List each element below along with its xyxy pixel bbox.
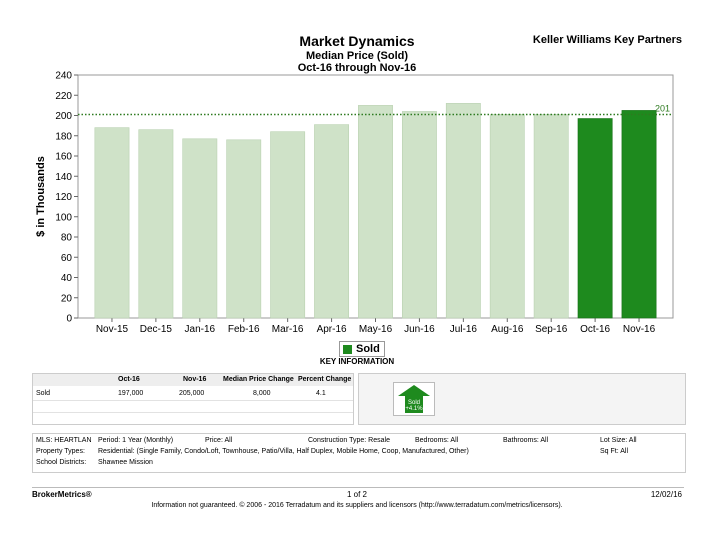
indicator-label: Sold xyxy=(408,400,420,406)
cell-price-change: 8,000 xyxy=(253,390,271,397)
footer-divider xyxy=(32,487,684,488)
filter-bathrooms: Bathrooms: All xyxy=(503,437,549,444)
bar-dec-15 xyxy=(138,129,174,319)
x-tick-label: Oct-16 xyxy=(580,324,610,335)
change-indicator: Sold +4.1% xyxy=(393,382,435,416)
bar-nov-16 xyxy=(621,110,657,319)
cell-percent-change: 4.1 xyxy=(316,390,326,397)
filter-school-label: School Districts: xyxy=(36,459,87,466)
bar-jan-16 xyxy=(182,138,218,319)
table-divider xyxy=(33,412,353,413)
x-tick-label: May-16 xyxy=(359,324,393,335)
y-tick-label: 220 xyxy=(55,91,72,102)
filter-period: Period: 1 Year (Monthly) xyxy=(98,437,174,444)
x-tick-label: Nov-16 xyxy=(623,324,656,335)
x-tick-label: Sep-16 xyxy=(535,324,568,335)
bar-chart: 0 20 40 60 80 100 120 140 160 180 200 220 240 $ in Th… xyxy=(35,71,674,335)
key-info-heading: KEY INFORMATION xyxy=(319,357,395,366)
y-axis-label: $ in Thousands xyxy=(35,156,47,237)
change-indicator-panel: Sold +4.1% xyxy=(358,373,686,425)
y-tick-label: 180 xyxy=(55,131,72,142)
col-header-percent-change: Percent Change xyxy=(298,376,352,383)
indicator-change: +4.1% xyxy=(405,406,423,412)
col-header-nov: Nov-16 xyxy=(183,376,207,383)
y-tick-label: 0 xyxy=(66,314,72,325)
legend-label: Sold xyxy=(356,343,380,355)
x-tick-label: Jun-16 xyxy=(404,324,435,335)
y-tick-label: 160 xyxy=(55,152,72,163)
y-tick-label: 40 xyxy=(61,273,73,284)
bar-sep-16 xyxy=(533,114,569,319)
footer-product-name: BrokerMetrics® xyxy=(32,490,92,499)
key-info-table: Oct-16 Nov-16 Median Price Change Percen… xyxy=(32,373,354,425)
up-arrow-icon: Sold +4.1% xyxy=(398,385,430,413)
y-tick-label: 200 xyxy=(55,111,72,122)
filter-bedrooms: Bedrooms: All xyxy=(415,437,459,444)
x-tick-label: Aug-16 xyxy=(491,324,524,335)
chart-legend: Sold xyxy=(339,341,385,357)
bar-feb-16 xyxy=(226,139,262,319)
x-tick-label: Dec-15 xyxy=(140,324,173,335)
cell-nov-value: 205,000 xyxy=(179,390,205,397)
y-tick-label: 120 xyxy=(55,192,72,203)
chart-date-range: Oct-16 through Nov-16 xyxy=(297,62,417,74)
filter-property-types: Residential: (Single Family, Condo/Loft,… xyxy=(98,448,469,455)
table-divider xyxy=(33,400,353,401)
y-tick-label: 60 xyxy=(61,253,73,264)
filter-lot-size: Lot Size: All xyxy=(600,437,637,444)
y-tick-label: 140 xyxy=(55,172,72,183)
x-tick-label: Nov-15 xyxy=(96,324,129,335)
y-tick-label: 240 xyxy=(55,71,72,82)
disclaimer: Information not guaranteed. © 2006 - 201… xyxy=(151,502,563,509)
y-tick-label: 20 xyxy=(61,293,73,304)
chart-title: Market Dynamics xyxy=(299,33,415,49)
bar-mar-16 xyxy=(270,131,306,319)
filter-school: Shawnee Mission xyxy=(98,459,153,466)
x-tick-label: Feb-16 xyxy=(228,324,260,335)
col-header-price-change: Median Price Change xyxy=(223,376,294,383)
bar-jul-16 xyxy=(445,103,481,319)
filter-construction: Construction Type: Resale xyxy=(308,437,390,444)
x-tick-label: Jan-16 xyxy=(185,324,216,335)
report-filters: MLS: HEARTLAN Period: 1 Year (Monthly) P… xyxy=(32,433,686,473)
brand-name: Keller Williams Key Partners xyxy=(532,34,682,46)
chart-subtitle: Median Price (Sold) xyxy=(305,50,409,62)
bar-oct-16 xyxy=(577,118,613,319)
filter-price: Price: All xyxy=(205,437,233,444)
y-tick-label: 100 xyxy=(55,212,72,223)
reference-line-label: 201 xyxy=(655,103,670,113)
report-date: 12/02/16 xyxy=(650,490,682,499)
filter-sqft: Sq Ft: All xyxy=(600,448,629,455)
x-tick-label: Jul-16 xyxy=(450,324,478,335)
table-header xyxy=(33,374,353,386)
cell-oct-value: 197,000 xyxy=(118,390,144,397)
bar-apr-16 xyxy=(314,124,350,319)
x-tick-label: Mar-16 xyxy=(272,324,304,335)
y-tick-label: 80 xyxy=(61,233,73,244)
bar-nov-15 xyxy=(94,127,130,319)
bar-may-16 xyxy=(358,105,393,319)
page-number: 1 of 2 xyxy=(346,490,367,499)
filter-mls: MLS: HEARTLAN xyxy=(36,437,92,444)
bar-jun-16 xyxy=(401,111,437,319)
col-header-oct: Oct-16 xyxy=(118,376,140,383)
legend-swatch xyxy=(343,344,352,354)
x-tick-label: Apr-16 xyxy=(317,324,347,335)
bar-aug-16 xyxy=(489,114,525,319)
filter-property-types-label: Property Types: xyxy=(36,448,85,455)
row-label-sold: Sold xyxy=(36,390,51,397)
